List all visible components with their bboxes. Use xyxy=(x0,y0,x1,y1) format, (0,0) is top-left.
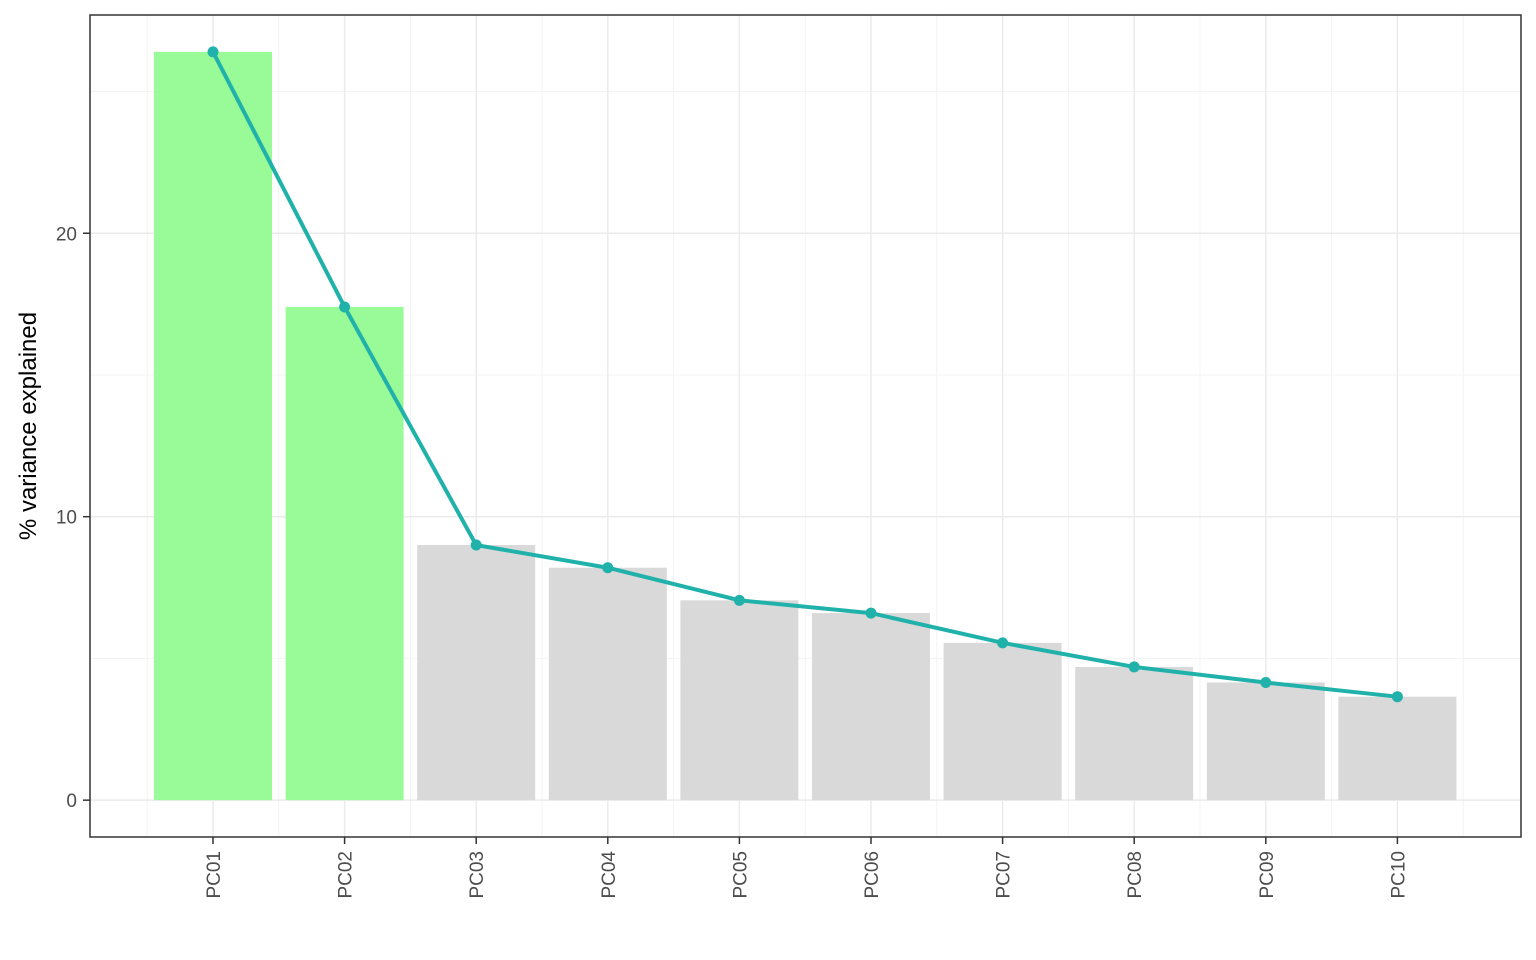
bar-pc04 xyxy=(548,567,667,801)
point-pc02 xyxy=(339,301,351,313)
x-tick-label-pc10: PC10 xyxy=(1388,851,1409,899)
bar-pc09 xyxy=(1206,682,1325,801)
bar-pc02 xyxy=(285,306,404,801)
x-tick-label-pc03: PC03 xyxy=(467,851,488,899)
bar-pc08 xyxy=(1075,666,1194,801)
y-axis: 0 10 20 xyxy=(56,224,90,812)
bar-pc05 xyxy=(680,600,799,801)
x-tick-label-pc07: PC07 xyxy=(994,851,1015,899)
x-tick-label-pc01: PC01 xyxy=(204,851,225,899)
variance-line xyxy=(207,46,1403,703)
point-pc05 xyxy=(733,594,745,606)
y-tick-label: 20 xyxy=(56,224,77,245)
x-axis: PC01 PC02 PC03 PC04 PC05 PC06 PC07 PC08 PC09 PC10 xyxy=(204,837,1409,899)
point-pc06 xyxy=(865,607,877,619)
point-pc08 xyxy=(1128,661,1140,673)
point-pc09 xyxy=(1260,677,1272,689)
x-tick-label-pc05: PC05 xyxy=(730,851,751,899)
point-pc04 xyxy=(602,562,614,574)
x-tick-label-pc08: PC08 xyxy=(1125,851,1146,899)
y-tick-label: 10 xyxy=(56,508,77,529)
point-pc01 xyxy=(207,46,219,58)
variance-line-path xyxy=(211,49,1400,699)
x-tick-label-pc09: PC09 xyxy=(1257,851,1278,899)
bar-pc10 xyxy=(1338,696,1457,801)
bar-pc06 xyxy=(812,613,930,801)
y-tick-label: 0 xyxy=(66,791,77,812)
point-pc03 xyxy=(470,539,482,551)
x-tick-label-pc06: PC06 xyxy=(862,851,883,899)
y-axis-title: % variance explained xyxy=(15,312,42,540)
bar-pc03 xyxy=(417,545,536,801)
bar-pc01 xyxy=(154,51,272,801)
panel-border xyxy=(89,14,1522,838)
point-pc07 xyxy=(997,637,1009,649)
point-pc10 xyxy=(1391,691,1403,703)
x-tick-label-pc04: PC04 xyxy=(599,851,620,899)
bars xyxy=(154,51,1457,801)
x-tick-label-pc02: PC02 xyxy=(336,851,357,899)
bar-pc07 xyxy=(943,642,1062,801)
